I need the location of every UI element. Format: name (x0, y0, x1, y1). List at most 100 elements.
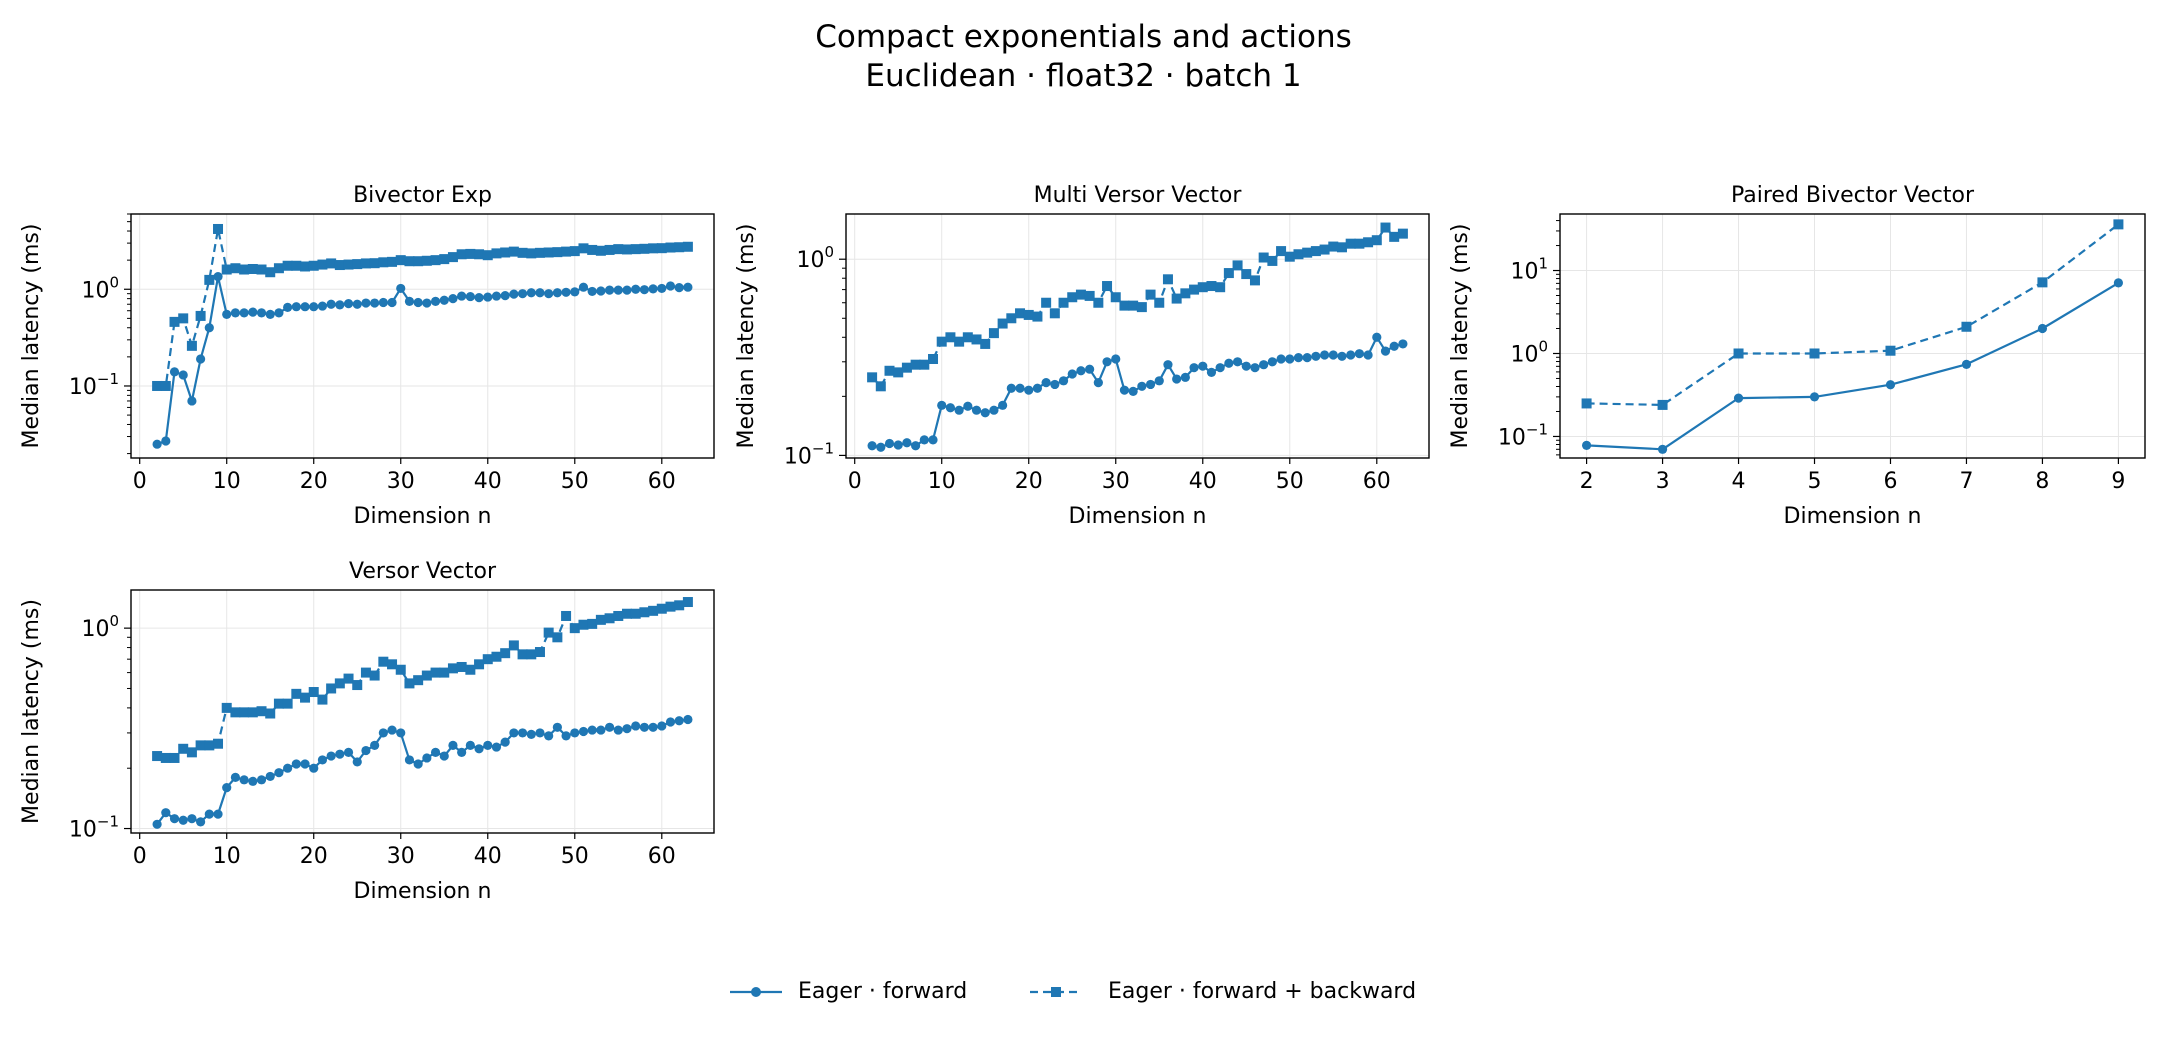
data-point-forward (1154, 376, 1164, 386)
data-point-forward (1224, 358, 1234, 368)
data-point-forward (343, 299, 354, 309)
data-point-backward (239, 264, 250, 275)
data-point-forward (578, 726, 589, 737)
data-point-forward (1885, 380, 1896, 390)
x-tick-label: 40 (1189, 469, 1217, 494)
legend-swatch-forward (730, 987, 782, 997)
data-point-forward (1206, 367, 1217, 377)
data-point-backward (273, 263, 284, 274)
data-point-forward (1363, 350, 1373, 360)
data-point-forward (2037, 323, 2048, 334)
data-point-backward (1128, 300, 1139, 311)
data-point-backward (239, 707, 250, 718)
chart-title: Multi Versor Vector (1034, 183, 1243, 208)
data-point-forward (1259, 360, 1269, 370)
data-point-backward (1293, 249, 1304, 260)
data-point-forward (587, 725, 597, 735)
data-point-forward (483, 292, 493, 302)
data-point-backward (665, 601, 676, 612)
data-point-backward (413, 256, 424, 267)
y-tick-label: 10−1 (1498, 420, 1548, 450)
data-point-forward (1733, 393, 1744, 403)
data-point-backward (1136, 302, 1147, 313)
x-tick-label: 20 (300, 844, 328, 869)
data-point-backward (656, 243, 667, 254)
data-point-forward (884, 438, 895, 449)
data-point-forward (300, 759, 310, 769)
chart-panel-3: 2 3 4 5 6 7 8 9 10−1 100 101 Paired Bivector Vector… (1448, 183, 2146, 529)
data-point-backward (2113, 219, 2124, 230)
data-point-forward (422, 753, 432, 763)
data-point-forward (326, 751, 336, 761)
data-point-backward (648, 605, 659, 616)
data-point-backward (1049, 308, 1060, 319)
data-point-forward (893, 440, 903, 450)
data-point-forward (1041, 378, 1051, 388)
data-point-forward (544, 289, 554, 299)
x-axis-label: Dimension n (354, 879, 492, 904)
data-point-backward (491, 248, 502, 259)
x-tick-label: 20 (300, 469, 328, 494)
data-point-forward (448, 740, 458, 750)
y-tick-label: 100 (796, 243, 834, 273)
data-point-forward (631, 721, 641, 731)
data-point-backward (430, 667, 441, 678)
y-axis-label: Median latency (ms) (1448, 224, 1473, 449)
data-point-forward (230, 308, 241, 318)
data-point-backward (152, 380, 163, 391)
data-point-backward (1885, 345, 1896, 356)
data-point-forward (2113, 278, 2124, 288)
data-point-forward (919, 435, 929, 445)
data-point-backward (204, 274, 215, 285)
y-tick-label: 100 (81, 612, 119, 642)
data-point-backward (500, 247, 511, 258)
data-point-backward (369, 258, 380, 269)
data-point-backward (230, 707, 241, 718)
data-point-forward (1380, 346, 1391, 356)
data-point-backward (317, 694, 328, 705)
data-point-forward (1337, 351, 1347, 361)
data-point-backward (561, 246, 572, 257)
data-point-backward (186, 340, 197, 351)
data-point-backward (962, 332, 973, 343)
data-point-forward (876, 442, 886, 452)
axes-frame (845, 213, 1430, 459)
data-point-backward (936, 336, 947, 347)
x-tick-label: 9 (2111, 469, 2125, 494)
data-point-backward (1180, 288, 1191, 299)
data-point-forward (587, 286, 597, 297)
data-point-forward (1189, 363, 1199, 373)
data-point-backward (604, 613, 615, 624)
data-point-backward (195, 310, 206, 321)
data-point-backward (1032, 311, 1043, 322)
data-point-forward (300, 302, 310, 312)
data-point-backward (1809, 348, 1820, 359)
x-tick-label: 20 (1015, 469, 1043, 494)
data-point-backward (561, 610, 572, 621)
data-point-backward (169, 752, 180, 763)
data-point-forward (613, 285, 623, 295)
data-point-backward (360, 258, 371, 269)
data-point-backward (595, 614, 606, 625)
data-point-forward (1657, 444, 1668, 454)
data-point-forward (1128, 386, 1138, 396)
data-point-backward (901, 362, 912, 373)
data-point-forward (474, 744, 484, 754)
data-point-forward (1215, 363, 1225, 373)
data-point-forward (867, 441, 877, 451)
data-point-backward (1006, 313, 1017, 324)
data-point-forward (648, 284, 658, 294)
data-point-forward (1180, 372, 1190, 382)
data-point-forward (291, 759, 301, 769)
data-point-forward (465, 291, 475, 302)
data-point-backward (421, 670, 432, 681)
data-point-forward (596, 725, 606, 735)
data-point-forward (230, 772, 241, 782)
data-point-forward (265, 309, 275, 319)
x-tick-label: 3 (1656, 469, 1670, 494)
data-point-forward (665, 281, 676, 291)
x-tick-label: 10 (928, 469, 956, 494)
data-point-forward (1093, 378, 1103, 388)
data-point-backward (604, 244, 615, 255)
x-tick-label: 0 (133, 844, 147, 869)
